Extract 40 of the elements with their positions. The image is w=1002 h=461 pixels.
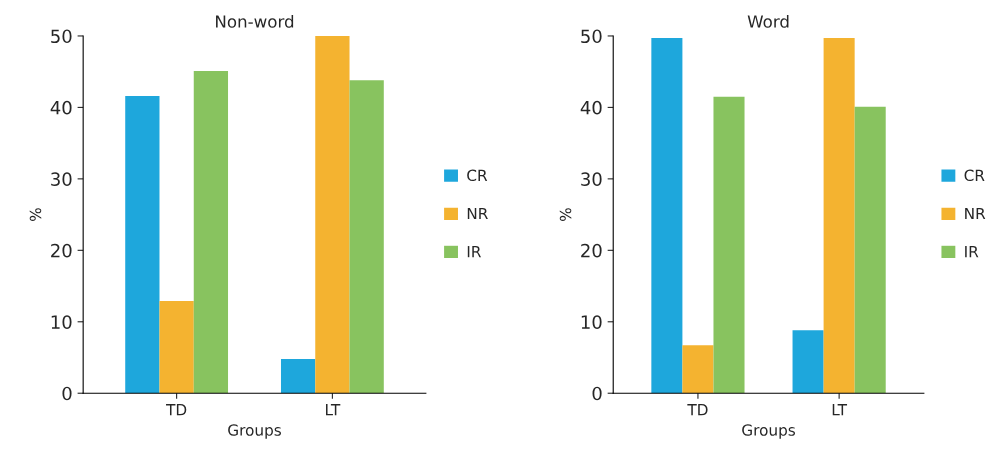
- y-tick-label: 10: [51, 315, 72, 329]
- y-tick-label: 30: [581, 172, 602, 186]
- legend-label: IR: [965, 246, 979, 258]
- bar: [823, 38, 855, 394]
- legend-label: CR: [964, 169, 985, 182]
- y-axis-title: %: [29, 208, 42, 222]
- chart-title: Non-word: [216, 14, 294, 28]
- legend-label: CR: [467, 169, 488, 182]
- bar: [349, 80, 384, 394]
- y-tick-label: 40: [50, 100, 72, 115]
- legend-label: IR: [467, 246, 481, 258]
- bar: [854, 106, 886, 394]
- bar: [159, 301, 194, 394]
- chart-title: Word: [747, 14, 789, 28]
- x-axis-title: Groups: [742, 424, 796, 439]
- bar: [125, 95, 160, 394]
- y-tick-label: 20: [51, 243, 72, 258]
- y-tick-label: 0: [62, 386, 72, 401]
- bar: [682, 345, 714, 394]
- legend-label: NR: [965, 207, 986, 220]
- bar: [315, 35, 350, 394]
- y-tick-label: 10: [581, 315, 602, 329]
- bar: [713, 96, 745, 394]
- y-tick-label: 50: [51, 29, 72, 44]
- bar: [651, 38, 683, 394]
- y-tick-label: 20: [581, 243, 602, 258]
- legend-label: NR: [467, 207, 488, 220]
- y-tick-label: 40: [580, 100, 602, 115]
- y-axis-title: %: [559, 208, 572, 222]
- x-tick-label: TD: [687, 404, 708, 416]
- y-tick-label: 0: [592, 386, 602, 401]
- x-axis-title: Groups: [228, 424, 281, 439]
- x-tick-label: LT: [326, 404, 341, 416]
- bar: [280, 358, 316, 394]
- bar: [792, 330, 824, 394]
- x-tick-label: TD: [166, 404, 187, 416]
- bar: [193, 70, 229, 394]
- y-tick-label: 30: [51, 172, 72, 186]
- x-tick-label: LT: [832, 404, 848, 416]
- y-tick-label: 50: [581, 29, 602, 44]
